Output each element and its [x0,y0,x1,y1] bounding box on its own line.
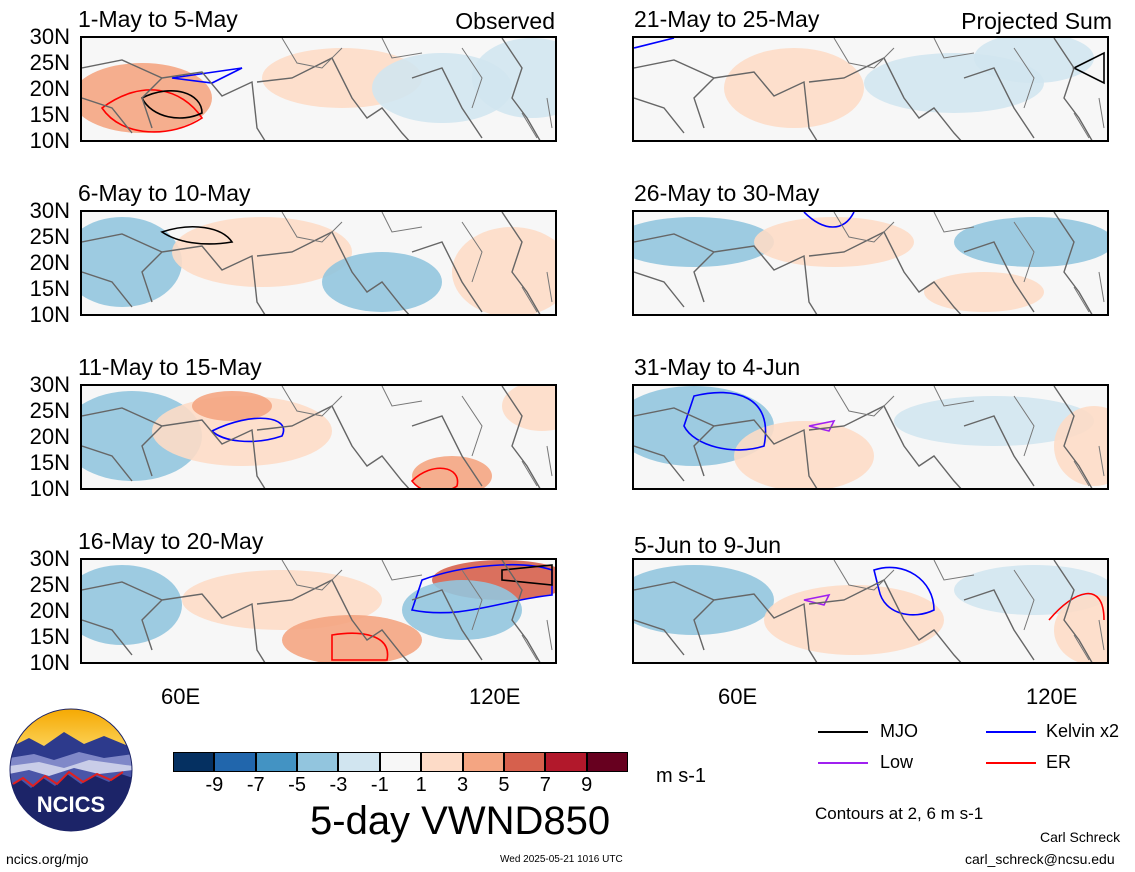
panel-tag: Observed [455,8,555,34]
lat-label: 25N [29,398,70,423]
panel-title: 16-May to 20-May [78,528,264,554]
map-panel [632,36,1109,142]
map-panel [632,558,1109,664]
lat-label: 10N [29,128,70,153]
colorbar-swatch [173,752,215,772]
lat-label: 20N [29,76,70,101]
lon-label-60e: 60E [161,684,201,709]
legend-kelvin-label: Kelvin x2 [1046,721,1120,741]
colorbar-tick: -1 [370,774,389,796]
colorbar-tick: 7 [539,774,551,796]
lat-label: 20N [29,424,70,449]
colorbar-tick: -3 [329,774,348,796]
anomaly-map-svg [82,560,555,662]
colorbar-tick: 3 [456,774,469,796]
colorbar-swatch [214,752,256,772]
colorbar-swatch [545,752,587,772]
logo-text: NCICS [37,792,105,817]
lat-label: 20N [29,250,70,275]
lat-label: 25N [29,572,70,597]
lat-label: 30N [29,546,70,571]
lon-label-60e-right: 60E [718,684,758,709]
map-panel [80,558,557,664]
colorbar-swatch [379,752,422,772]
panel-title: 31-May to 4-Jun [634,354,801,380]
legend-low-label: Low [880,752,914,772]
colorbar [173,752,628,772]
lon-label-120e-right: 120E [1026,684,1078,709]
map-panel [632,384,1109,490]
lon-label-120e: 120E [469,684,521,709]
map-panel [80,36,557,142]
panel-title: 26-May to 30-May [634,180,820,206]
colorbar-swatch [338,752,380,772]
colorbar-tick: -9 [205,774,224,796]
colorbar-tick: -7 [246,774,265,796]
panel-title: 21-May to 25-May [634,6,820,32]
footer-author: Carl Schreck [1040,829,1121,845]
legend-er-label: ER [1046,752,1072,772]
lat-label: 10N [29,476,70,501]
colorbar-tick: -5 [288,774,306,796]
lat-label: 30N [29,24,70,49]
anomaly-map-svg [82,212,555,314]
lat-label: 20N [29,598,70,623]
colorbar-swatch [421,752,463,772]
lat-label: 30N [29,198,70,223]
panel-title: 11-May to 15-May [78,354,262,380]
panel-title: 1-May to 5-May [78,6,238,32]
colorbar-swatch [297,752,339,772]
anomaly-map-svg [82,386,555,488]
lat-label: 25N [29,224,70,249]
colorbar-swatches [173,752,628,772]
contours-note: Contours at 2, 6 m s-1 [815,804,984,823]
legend-er-line [986,762,1036,764]
footer-email[interactable]: carl_schreck@ncsu.edu [965,851,1115,867]
lat-label: 15N [29,450,70,475]
legend-mjo-label: MJO [880,721,918,741]
anomaly-map-svg [634,560,1107,662]
lat-label: 15N [29,624,70,649]
colorbar-tick: 1 [415,774,427,796]
anomaly-map-svg [634,212,1107,314]
colorbar-tick: 9 [581,774,593,796]
lat-label: 15N [29,102,70,127]
anomaly-map-svg [634,386,1107,488]
lat-label: 10N [29,650,70,675]
colorbar-units: m s-1 [656,765,706,787]
legend-low-line [818,762,868,764]
lat-label: 25N [29,50,70,75]
panel-title: 6-May to 10-May [78,180,251,206]
panel-tag: Projected Sum [961,8,1112,34]
main-title: 5-day VWND850 [310,799,611,843]
colorbar-swatch [255,752,298,772]
footer-timestamp: Wed 2025-05-21 1016 UTC [500,854,623,865]
map-panel [632,210,1109,316]
footer-url[interactable]: ncics.org/mjo [6,851,89,867]
colorbar-swatch [503,752,546,772]
panel-title: 5-Jun to 9-Jun [634,532,782,558]
legend-kelvin-line [986,731,1036,733]
ncics-logo-icon: NCICS [9,708,133,832]
ncics-logo: NCICS [9,708,133,832]
map-panel [80,210,557,316]
anomaly-map-svg [82,38,555,140]
lat-label: 15N [29,276,70,301]
colorbar-swatch [462,752,504,772]
map-panel [80,384,557,490]
lat-label: 30N [29,372,70,397]
anomaly-map-svg [634,38,1107,140]
legend-mjo-line [818,731,868,733]
lat-label: 10N [29,302,70,327]
colorbar-swatch [586,752,628,772]
colorbar-tick: 5 [498,774,510,796]
